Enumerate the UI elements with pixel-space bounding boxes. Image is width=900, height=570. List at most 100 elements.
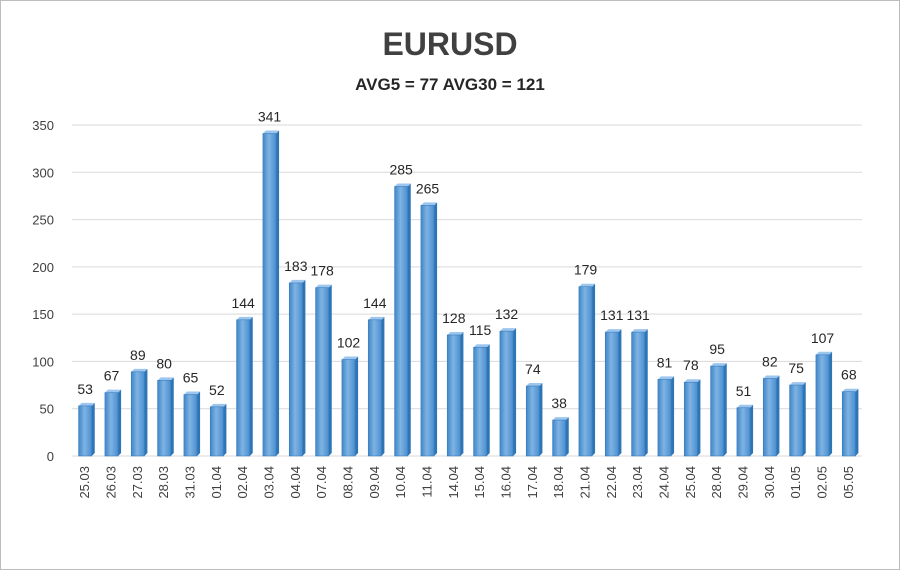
bar-top [420, 202, 438, 206]
x-tick-label: 26.03 [104, 466, 119, 499]
chart-subtitle: AVG5 = 77 AVG30 = 121 [355, 75, 545, 94]
bar-top [736, 404, 754, 408]
bar [604, 331, 619, 457]
bar-top [78, 402, 95, 406]
x-tick-label: 07.04 [314, 466, 329, 499]
x-axis-ticks: 25.03 26.03 27.03 28.03 31.03 01.04 02.04 03.04… [77, 466, 856, 499]
x-tick-label: 08.04 [341, 466, 356, 499]
x-tick-label: 01.04 [209, 466, 224, 499]
x-tick-label: 02.04 [235, 466, 250, 499]
bar-top [104, 389, 122, 393]
bar [525, 385, 540, 457]
data-label: 78 [683, 357, 699, 373]
bar-side [592, 283, 596, 456]
bar-side [829, 351, 833, 456]
bar [341, 359, 356, 457]
x-tick-label: 24.04 [657, 466, 672, 499]
x-tick-label: 27.03 [130, 466, 145, 499]
bar-side [276, 130, 280, 457]
bar-side [776, 375, 780, 456]
data-label: 102 [337, 335, 361, 351]
bar-side [91, 402, 95, 456]
x-tick-label: 10.04 [393, 466, 408, 499]
data-label: 53 [77, 381, 93, 397]
data-label: 80 [156, 355, 172, 371]
bar-side [539, 383, 543, 456]
bar-side [381, 316, 385, 456]
bar [262, 133, 277, 457]
data-label: 285 [389, 161, 413, 177]
bar-side [144, 368, 148, 456]
data-label: 265 [416, 180, 440, 196]
bar-side [565, 417, 569, 456]
bar-top [499, 328, 517, 332]
data-label: 144 [363, 295, 387, 311]
bar [710, 365, 725, 457]
x-tick-label: 16.04 [499, 466, 514, 499]
bar-top [710, 363, 727, 367]
chart-title: EURUSD [382, 26, 518, 62]
bar [657, 379, 672, 457]
bar-top [657, 376, 675, 380]
bar [315, 287, 330, 457]
x-tick-label: 09.04 [367, 466, 382, 499]
x-tick-label: 04.04 [288, 466, 303, 499]
data-label: 67 [104, 368, 120, 384]
bar-top [605, 329, 622, 333]
bar [420, 205, 435, 457]
x-tick-label: 17.04 [525, 466, 540, 499]
data-label: 75 [788, 360, 804, 376]
data-label: 132 [495, 306, 519, 322]
data-label: 38 [551, 395, 567, 411]
bar-top [789, 382, 806, 386]
bar-top [447, 331, 464, 335]
x-tick-label: 30.04 [762, 466, 777, 499]
data-label: 178 [310, 263, 334, 279]
x-tick-label: 25.04 [683, 466, 698, 499]
data-label: 95 [709, 341, 725, 357]
bar-side [460, 331, 464, 456]
bar-top [236, 316, 253, 320]
bar [841, 391, 856, 457]
bar-top [842, 388, 859, 392]
bar-side [328, 284, 332, 456]
y-tick-label: 150 [32, 307, 54, 322]
bar-top [684, 379, 701, 383]
bar-side [855, 388, 859, 456]
bar [473, 346, 488, 457]
x-tick-label: 22.04 [604, 466, 619, 499]
data-label: 179 [574, 262, 598, 278]
x-tick-label: 25.03 [77, 466, 92, 499]
x-tick-label: 02.05 [815, 466, 830, 499]
bar-side [750, 404, 754, 456]
bar [736, 407, 751, 457]
bar [183, 394, 198, 457]
bar-top [578, 283, 596, 287]
bar-top [157, 377, 174, 381]
bar [552, 419, 567, 457]
x-tick-label: 21.04 [578, 466, 593, 499]
x-tick-label: 11.04 [420, 466, 435, 498]
data-label: 82 [762, 353, 778, 369]
bar-side [671, 376, 675, 456]
bar-side [197, 391, 201, 456]
bar-side [407, 183, 411, 456]
bar-side [302, 279, 306, 456]
data-label: 128 [442, 310, 466, 326]
bar-top [210, 403, 227, 407]
x-tick-label: 23.04 [630, 466, 645, 499]
bar [815, 354, 830, 457]
y-tick-label: 350 [32, 118, 54, 133]
y-axis-ticks: 0 50 100 150 200 250 300 350 [32, 118, 54, 464]
bar [157, 380, 172, 457]
bar [209, 406, 224, 457]
bar [499, 330, 514, 457]
bar-top [394, 183, 411, 187]
y-tick-label: 300 [32, 165, 54, 180]
data-label: 341 [258, 109, 282, 125]
data-label: 65 [183, 370, 199, 386]
data-label: 81 [657, 354, 673, 370]
